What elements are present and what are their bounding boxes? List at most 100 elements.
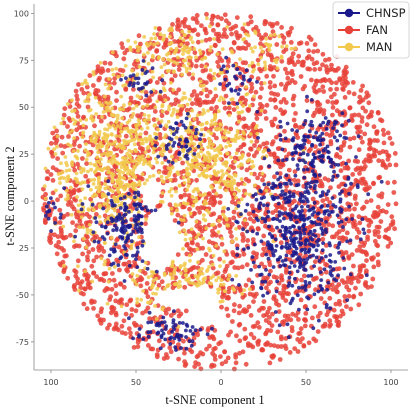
- data-point: [151, 283, 155, 288]
- data-point: [51, 201, 56, 206]
- data-point: [80, 135, 85, 140]
- data-point: [161, 306, 165, 310]
- data-point: [299, 248, 304, 253]
- data-point: [173, 345, 178, 349]
- data-point: [324, 196, 330, 202]
- data-point: [99, 157, 103, 162]
- data-point: [213, 87, 218, 91]
- data-point: [147, 114, 151, 118]
- data-point: [371, 124, 377, 130]
- data-point: [202, 213, 206, 218]
- data-point: [231, 209, 237, 215]
- data-point: [89, 116, 93, 121]
- data-point: [256, 308, 262, 313]
- data-point: [278, 264, 283, 268]
- data-point: [267, 232, 272, 236]
- data-point: [180, 97, 184, 102]
- data-point: [50, 190, 56, 196]
- data-point: [200, 57, 205, 62]
- data-point: [129, 243, 134, 248]
- data-point: [239, 212, 243, 217]
- data-point: [119, 330, 125, 335]
- data-point: [223, 93, 229, 99]
- data-point: [81, 168, 86, 173]
- data-point: [218, 264, 222, 268]
- data-point: [275, 279, 279, 284]
- data-point: [96, 189, 101, 194]
- data-point: [70, 128, 75, 133]
- data-point: [134, 135, 139, 140]
- data-point: [283, 136, 288, 141]
- data-point: [46, 216, 51, 221]
- data-point: [203, 192, 207, 197]
- data-point: [106, 152, 111, 157]
- data-point: [203, 37, 209, 43]
- data-point: [299, 62, 305, 68]
- data-point: [186, 278, 191, 282]
- data-point: [281, 40, 287, 45]
- data-point: [294, 220, 299, 225]
- data-point: [85, 227, 90, 232]
- data-point: [72, 167, 78, 173]
- data-point: [299, 214, 304, 218]
- data-point: [169, 207, 174, 211]
- data-point: [250, 229, 255, 234]
- data-point: [244, 167, 250, 173]
- data-point: [228, 229, 233, 235]
- data-point: [121, 146, 125, 151]
- data-point: [104, 176, 108, 181]
- data-point: [231, 40, 237, 46]
- data-point: [198, 51, 203, 56]
- data-point: [207, 343, 212, 349]
- data-point: [162, 271, 167, 276]
- data-point: [122, 187, 127, 192]
- data-point: [149, 36, 154, 41]
- data-point: [317, 259, 322, 263]
- data-point: [298, 297, 304, 303]
- data-point: [176, 67, 182, 72]
- data-point: [137, 179, 142, 184]
- data-point: [136, 48, 140, 53]
- data-point: [196, 232, 201, 237]
- y-tick-label: 100: [14, 9, 29, 18]
- data-point: [359, 119, 365, 124]
- data-point: [268, 279, 273, 285]
- data-point: [280, 162, 286, 168]
- data-point: [334, 314, 339, 320]
- data-point: [90, 247, 96, 252]
- data-point: [206, 108, 211, 113]
- legend-marker-fan: [344, 25, 354, 35]
- data-point: [162, 33, 167, 38]
- data-point: [274, 301, 279, 307]
- data-point: [54, 128, 59, 134]
- data-point: [241, 74, 246, 79]
- data-point: [226, 207, 231, 211]
- data-point: [167, 171, 172, 176]
- data-point: [140, 206, 145, 211]
- data-point: [219, 67, 224, 72]
- data-point: [178, 265, 183, 270]
- data-point: [315, 329, 321, 334]
- data-point: [134, 257, 138, 261]
- data-point: [208, 155, 212, 160]
- data-point: [43, 196, 48, 201]
- data-point: [339, 181, 345, 187]
- data-point: [288, 40, 294, 45]
- data-point: [263, 64, 268, 68]
- data-point: [136, 193, 141, 197]
- data-point: [309, 273, 314, 278]
- data-point: [151, 150, 156, 155]
- data-point: [106, 141, 111, 146]
- data-point: [200, 127, 204, 132]
- data-point: [284, 70, 290, 76]
- data-point: [309, 180, 314, 185]
- data-point: [299, 199, 304, 204]
- data-point: [183, 361, 189, 367]
- data-point: [132, 165, 137, 170]
- data-point: [176, 87, 182, 93]
- data-point: [313, 156, 318, 160]
- data-point: [356, 279, 361, 284]
- data-point: [226, 105, 232, 111]
- data-point: [263, 60, 267, 65]
- data-point: [213, 116, 218, 120]
